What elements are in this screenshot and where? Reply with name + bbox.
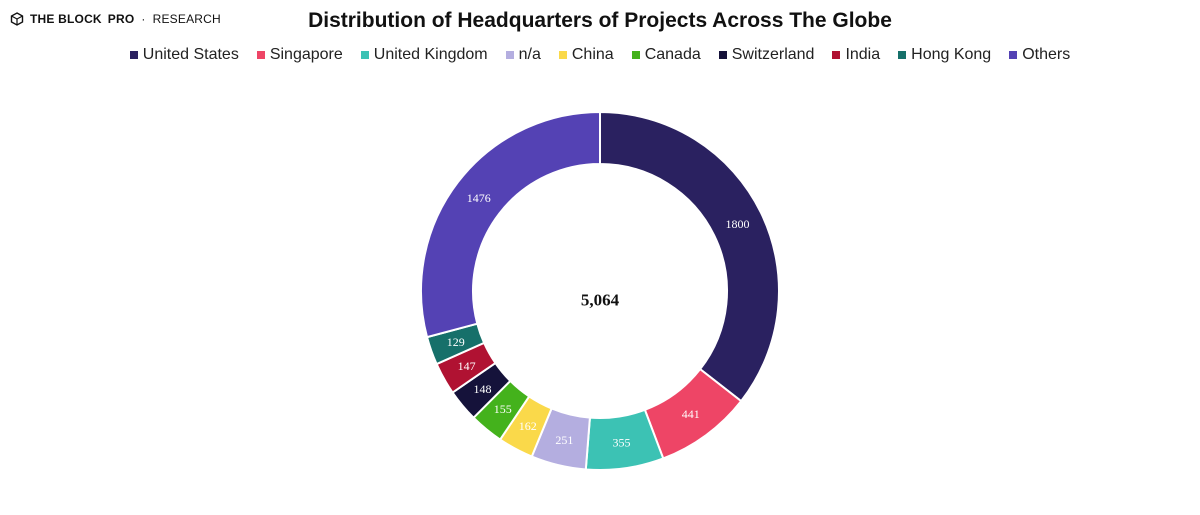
legend-item: United Kingdom [360,46,488,64]
donut-slice [420,110,601,339]
legend-label: n/a [518,46,541,63]
legend-item: United States [129,46,239,64]
donut-slice [599,110,780,403]
brand-pro: PRO [107,12,135,26]
cube-logo-icon [10,12,24,26]
slice-value-label: 355 [613,436,631,450]
slice-value-label: 155 [494,402,512,416]
legend-item: Singapore [256,46,343,64]
legend-item: China [558,46,614,64]
slice-value-label: 162 [519,419,537,433]
legend-item: Canada [631,46,701,64]
slice-value-label: 1800 [726,217,750,231]
legend-item: Others [1009,46,1070,64]
legend-label: Switzerland [731,46,815,63]
brand-logo: THE BLOCK PRO · RESEARCH [10,10,221,28]
brand-name: THE BLOCK [30,12,102,26]
chart-title: Distribution of Headquarters of Projects… [308,9,892,32]
legend-swatch [256,51,265,59]
donut-center-total: 5,064 [581,291,620,310]
slice-value-label: 441 [682,407,700,421]
legend-label: United States [142,46,239,63]
legend-item: Switzerland [718,46,815,64]
legend-item: n/a [505,46,541,64]
legend-label: China [571,46,614,63]
slice-value-label: 251 [555,433,573,447]
legend-swatch [898,51,907,59]
legend-swatch [360,51,369,59]
legend-swatch [558,51,567,59]
legend-label: United Kingdom [373,46,488,63]
legend-label: Hong Kong [911,46,992,63]
legend-swatch [505,51,514,59]
chart-legend: United States Singapore United Kingdom n/a C… [0,46,1200,64]
legend-item: India [832,46,880,64]
slice-value-label: 147 [458,359,476,373]
brand-separator: · [141,12,146,26]
slice-value-label: 129 [447,335,465,349]
legend-swatch [1009,51,1018,59]
legend-swatch [832,51,841,59]
legend-swatch [631,51,640,59]
slice-value-label: 1476 [467,191,491,205]
legend-label: Singapore [269,46,343,63]
legend-swatch [129,51,138,59]
legend-label: India [845,46,881,63]
slice-value-label: 148 [474,382,492,396]
legend-swatch [718,51,727,59]
legend-item: Hong Kong [898,46,991,64]
legend-label: Canada [644,46,701,63]
brand-subtitle: RESEARCH [152,12,221,26]
legend-label: Others [1022,46,1071,63]
